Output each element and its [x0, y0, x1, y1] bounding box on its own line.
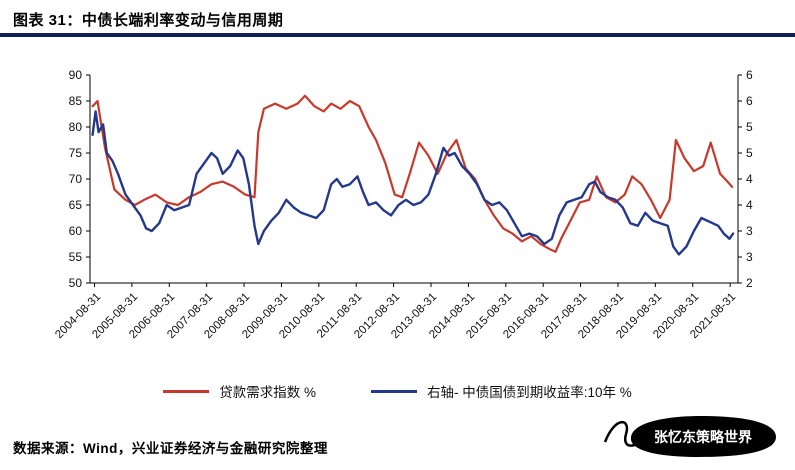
data-source-note: 数据来源：Wind，兴业证券经济与金融研究院整理 [13, 441, 328, 456]
signature-logo: 张忆东策略世界 [603, 416, 776, 457]
watermark-text: 张忆东策略世界 [654, 429, 753, 445]
legend-item-loan-demand: 贷款需求指数 % [163, 381, 316, 401]
axis-frame [89, 75, 739, 284]
red-line-swatch-icon [163, 389, 210, 393]
right-axis-tick-label: 6 [746, 68, 753, 82]
right-axis-tick-label: 4 [746, 198, 753, 212]
right-axis-tick-label: 5 [746, 146, 753, 160]
left-axis-tick-label: 80 [68, 120, 82, 134]
series-line-bond-yield [91, 110, 735, 256]
left-axis-tick-label: 55 [68, 250, 82, 264]
left-axis-tick-label: 75 [68, 146, 82, 160]
chart-legend: 贷款需求指数 % 右轴- 中债国债到期收益率:10年 % [0, 381, 795, 401]
legend-label: 贷款需求指数 % [219, 385, 316, 400]
legend-item-bond-yield: 右轴- 中债国债到期收益率:10年 % [370, 381, 632, 401]
right-axis-tick-label: 3 [746, 250, 753, 264]
line-chart-plot [86, 74, 742, 287]
author-watermark: 张忆东策略世界 [595, 406, 785, 466]
left-axis-tick-label: 85 [68, 94, 82, 108]
legend-label: 右轴- 中债国债到期收益率:10年 % [426, 385, 632, 400]
series-line-loan-demand [91, 94, 734, 253]
page-title: 图表 31：中债长端利率变动与信用周期 [13, 12, 284, 29]
left-axis-tick-label: 90 [68, 68, 82, 82]
right-axis-tick-label: 2 [746, 276, 753, 290]
ink-blob [630, 416, 776, 457]
left-axis-tick-label: 70 [68, 172, 82, 186]
left-axis-tick-label: 60 [68, 224, 82, 238]
title-divider [0, 33, 795, 37]
right-axis-tick-label: 4 [746, 172, 753, 186]
right-axis-tick-label: 5 [746, 120, 753, 134]
right-axis-tick-label: 3 [746, 224, 753, 238]
left-axis-tick-label: 65 [68, 198, 82, 212]
right-axis-tick-label: 6 [746, 94, 753, 108]
blue-line-swatch-icon [370, 389, 417, 393]
left-axis-tick-label: 50 [68, 276, 82, 290]
